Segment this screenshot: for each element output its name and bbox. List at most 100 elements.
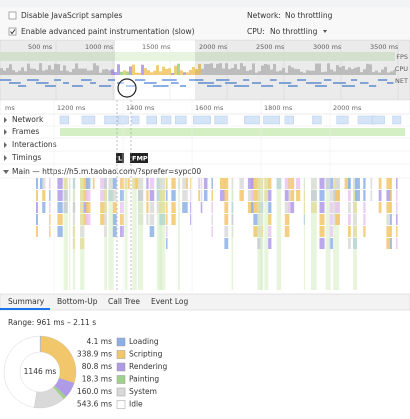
track-toggle[interactable]	[4, 129, 7, 135]
cpu-bar	[9, 64, 12, 75]
flame-block	[378, 202, 382, 213]
cpu-bar	[102, 69, 105, 75]
flame-block	[319, 214, 325, 225]
ruler-tick: 1200 ms	[57, 104, 86, 112]
flame-block	[253, 178, 260, 189]
overview-dim	[195, 40, 410, 100]
cpu-bar	[174, 65, 177, 75]
flame-block	[211, 190, 213, 201]
cpu-bar	[312, 70, 315, 75]
net-bar	[117, 82, 124, 84]
marker-label: FMP	[132, 155, 148, 163]
tab[interactable]: Summary	[8, 297, 45, 306]
cpu-bar	[15, 72, 18, 75]
network-request	[118, 115, 129, 125]
cpu-bar	[135, 72, 138, 75]
network-request	[146, 115, 157, 125]
paint-block	[80, 178, 85, 290]
network-select[interactable]: No throttling	[285, 11, 333, 20]
flame-block	[42, 178, 46, 189]
flame-block	[251, 202, 255, 213]
flame-block	[166, 202, 168, 213]
flame-block	[288, 190, 291, 201]
network-request	[263, 115, 280, 125]
network-request	[214, 115, 228, 125]
tab-underline	[0, 308, 50, 310]
flame-block	[57, 202, 63, 213]
checkbox[interactable]	[8, 11, 17, 20]
tab[interactable]: Bottom-Up	[57, 297, 98, 306]
flame-block	[253, 190, 260, 201]
cpu-bar	[231, 67, 234, 75]
track-toggle[interactable]	[4, 155, 7, 161]
flame-block	[386, 214, 392, 225]
cpu-bar	[171, 72, 174, 75]
cpu-bar	[246, 70, 249, 75]
flame-block	[85, 178, 91, 189]
net-bar	[72, 85, 83, 87]
net-bar	[261, 85, 274, 87]
flame-block	[211, 178, 213, 189]
legend-value: 338.9 ms	[77, 350, 112, 359]
flame-block	[319, 202, 325, 213]
paint-block	[132, 178, 137, 290]
tab[interactable]: Event Log	[151, 297, 189, 306]
cpu-bar	[60, 70, 63, 75]
flame-block	[355, 178, 360, 189]
network-request	[174, 115, 187, 125]
flame-block	[166, 190, 168, 201]
flame-block	[378, 190, 382, 201]
flame-block	[337, 178, 340, 189]
flame-block	[57, 226, 63, 237]
cpu-bar	[210, 63, 213, 75]
cpu-bar	[36, 70, 39, 75]
cpu-bar	[183, 72, 186, 75]
track-toggle[interactable]	[4, 142, 7, 148]
cpu-bar	[99, 72, 102, 75]
cpu-bar	[204, 64, 207, 75]
ruler-tick: 1600 ms	[195, 104, 224, 112]
flame-block	[166, 238, 168, 249]
paint-block	[264, 178, 269, 290]
cpu-select[interactable]: No throttling	[270, 27, 318, 36]
flame-block	[396, 238, 398, 249]
flame-block	[36, 202, 39, 213]
cpu-bar	[192, 66, 195, 75]
flame-block	[390, 178, 392, 189]
flame-block	[319, 190, 325, 201]
cpu-bar	[162, 66, 165, 75]
flame-block	[135, 178, 140, 189]
net-bar	[99, 85, 112, 87]
track-toggle[interactable]	[3, 170, 9, 174]
legend-value: 80.8 ms	[82, 362, 112, 371]
ruler	[0, 99, 410, 115]
flame-block	[239, 190, 244, 201]
flame-block	[253, 226, 260, 237]
flame-block	[171, 190, 176, 201]
flame-block	[329, 178, 333, 189]
ruler-tick: ms	[5, 104, 15, 112]
flame-block	[127, 178, 130, 189]
track-toggle[interactable]	[4, 117, 7, 123]
flame-block	[100, 202, 106, 213]
net-bar	[0, 79, 12, 81]
legend-swatch	[116, 400, 126, 409]
cpu-bar	[381, 69, 384, 75]
lane-label: CPU	[395, 65, 408, 73]
net-bar	[378, 79, 388, 81]
flame-block	[390, 190, 392, 201]
flame-block	[348, 214, 351, 225]
cpu-bar	[240, 63, 243, 75]
tab[interactable]: Call Tree	[108, 297, 140, 306]
legend-value: 4.1 ms	[86, 337, 112, 346]
donut-arc	[3, 335, 41, 408]
flame-block	[268, 202, 272, 213]
paint-block	[104, 178, 107, 290]
cpu-bar	[90, 70, 93, 75]
cpu-bar	[384, 66, 387, 75]
overview-tick: 1000 ms	[85, 43, 114, 51]
checkbox[interactable]	[8, 27, 17, 36]
net-bar	[315, 85, 327, 87]
paint-block	[108, 178, 114, 290]
flame-block	[370, 178, 373, 189]
